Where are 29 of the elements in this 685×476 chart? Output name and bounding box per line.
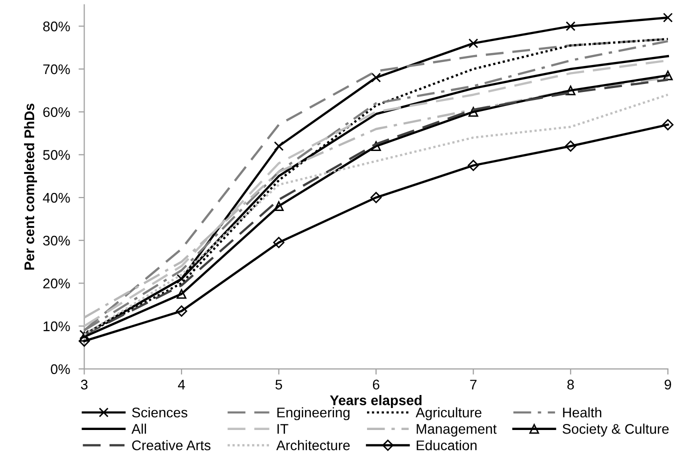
y-tick-label: 0% [50,364,70,374]
legend-label: Education [416,440,477,450]
x-axis-title: Years elapsed [330,395,422,408]
legend-label: All [131,424,146,434]
y-tick-label: 40% [42,192,70,203]
y-tick-label: 20% [43,278,70,288]
legend-label: Engineering [277,407,350,420]
legend-label: Architecture [276,440,350,450]
y-axis-title: Per cent completed PhDs [24,104,38,270]
legend-label: Agriculture [416,407,482,420]
legend-label: Creative Arts [132,440,210,450]
y-tick-label: 70% [43,64,70,74]
x-tick-label: 8 [567,380,574,390]
y-tick-label: 10% [44,321,70,332]
legend-label: Health [563,407,602,418]
y-tick-label: 80% [43,22,70,32]
y-tick-label: 30% [43,236,70,246]
x-tick-label: 3 [80,380,88,390]
y-tick-label: 50% [43,150,70,160]
legend-label: Management [416,424,497,437]
x-tick-label: 6 [372,380,380,390]
legend-label: Society & Culture [562,424,669,437]
legend-label: Sciences [132,407,188,418]
x-tick-label: 7 [470,380,476,390]
x-tick-label: 5 [275,380,282,390]
y-tick-label: 60% [43,107,70,118]
x-tick-label: 9 [664,380,672,390]
x-tick-label: 4 [178,380,185,390]
legend-label: IT [278,424,288,434]
